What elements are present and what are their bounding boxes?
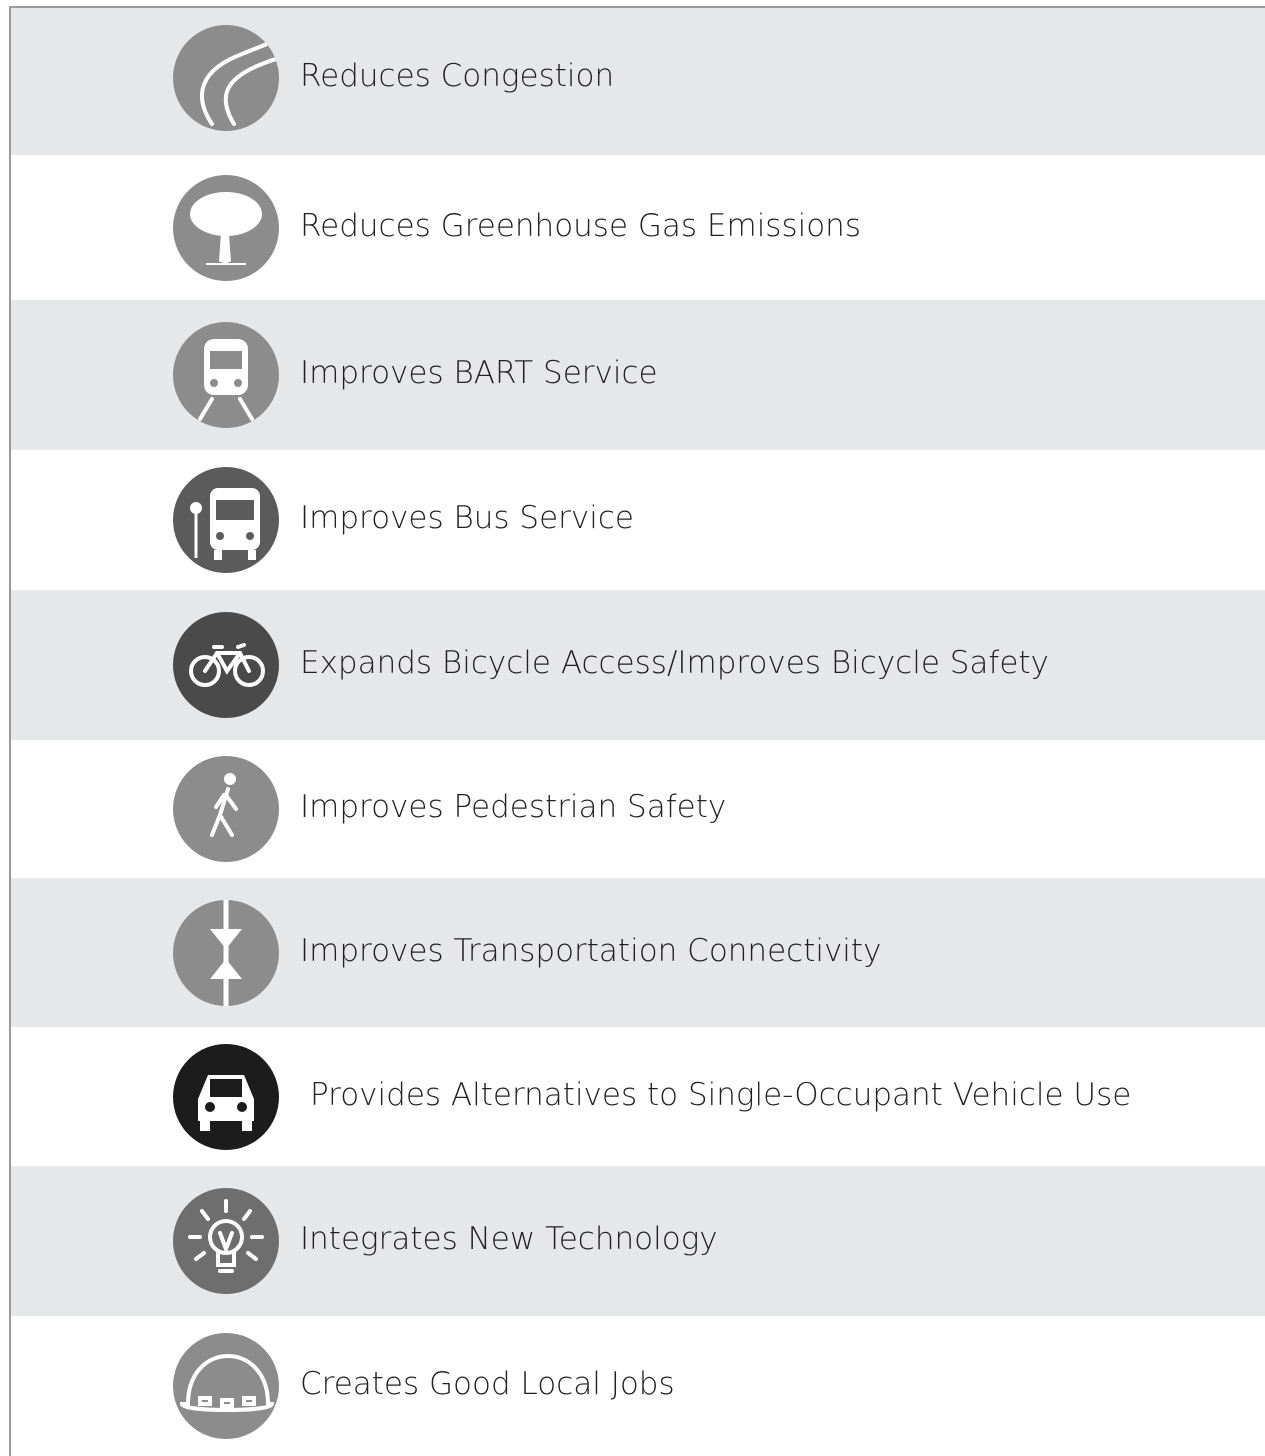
benefit-icon <box>173 612 279 718</box>
benefit-icon <box>173 24 279 131</box>
benefit-icon <box>173 899 279 1006</box>
benefit-row: Integrates New Technology <box>11 1166 1265 1316</box>
benefit-icon <box>173 1333 279 1439</box>
benefit-label: Improves Transportation Connectivity <box>300 932 882 969</box>
benefit-row: Reduces Greenhouse Gas Emissions <box>11 155 1265 300</box>
benefit-icon <box>173 1188 279 1294</box>
benefit-label: Improves BART Service <box>300 355 658 391</box>
benefit-label: Creates Good Local Jobs <box>300 1366 675 1402</box>
benefit-label: Reduces Greenhouse Gas Emissions <box>300 207 861 244</box>
benefit-label: Expands Bicycle Access/Improves Bicycle … <box>300 645 1049 681</box>
benefit-row: Provides Alternatives to Single-Occupant… <box>11 1027 1265 1166</box>
benefit-icon <box>173 467 279 573</box>
benefit-icon <box>173 1043 279 1150</box>
frame <box>9 6 1265 1456</box>
benefit-label: Improves Pedestrian Safety <box>300 789 727 825</box>
benefit-row: Expands Bicycle Access/Improves Bicycle … <box>11 590 1265 740</box>
benefit-row: Creates Good Local Jobs <box>11 1316 1265 1456</box>
benefit-label: Improves Bus Service <box>300 500 634 536</box>
benefit-label: Provides Alternatives to Single-Occupant… <box>310 1076 1132 1113</box>
benefit-row: Reduces Congestion <box>11 8 1265 155</box>
benefit-row: Improves Pedestrian Safety <box>11 740 1265 878</box>
benefit-row: Improves Transportation Connectivity <box>11 878 1265 1027</box>
benefit-icon <box>173 174 279 281</box>
benefit-label: Integrates New Technology <box>300 1221 718 1257</box>
benefit-icon <box>173 322 279 428</box>
benefit-row: Improves Bus Service <box>11 450 1265 590</box>
benefit-row: Improves BART Service <box>11 300 1265 450</box>
benefit-icon <box>173 756 279 862</box>
benefit-label: Reduces Congestion <box>300 57 615 94</box>
